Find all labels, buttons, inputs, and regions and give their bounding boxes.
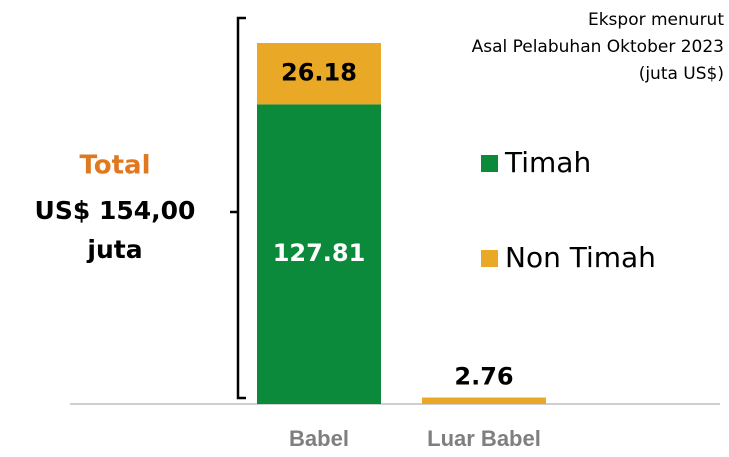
x-tick-label: Babel <box>289 426 349 451</box>
bar-segment <box>257 43 381 105</box>
total-label: Total <box>79 151 150 181</box>
bar-segment <box>422 397 546 404</box>
legend-label: Timah <box>504 146 591 179</box>
total-value: US$ 154,00 <box>35 196 196 225</box>
bar-segment <box>257 104 381 404</box>
legend-swatch <box>481 250 498 267</box>
value-label: 26.18 <box>281 59 357 87</box>
value-label: 127.81 <box>273 239 366 267</box>
x-tick-label: Luar Babel <box>427 426 541 451</box>
chart-title: (juta US$) <box>639 64 724 84</box>
value-label: 2.76 <box>454 363 513 391</box>
chart-title: Asal Pelabuhan Oktober 2023 <box>472 37 724 57</box>
legend-swatch <box>481 155 498 172</box>
total-bracket <box>230 16 246 400</box>
chart-title: Ekspor menurut <box>588 10 724 30</box>
legend-label: Non Timah <box>505 241 656 274</box>
total-unit: juta <box>86 235 142 264</box>
